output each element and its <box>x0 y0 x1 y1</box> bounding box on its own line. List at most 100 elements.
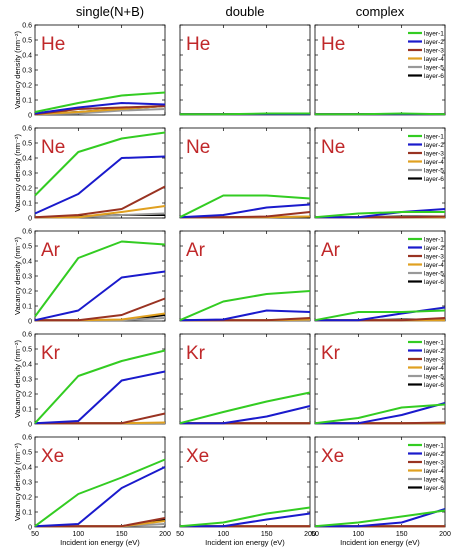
series-line-layer-2 <box>34 466 166 528</box>
plot-frame <box>34 436 166 528</box>
element-label: Kr <box>321 343 341 364</box>
series-line-layer-2 <box>34 270 166 322</box>
series-line-layer-3 <box>180 211 311 219</box>
series-line-layer-1 <box>314 309 446 322</box>
element-label: Ne <box>321 137 345 158</box>
series-line-layer-1 <box>34 240 166 318</box>
panel-double-he: He <box>179 24 311 116</box>
y-tick-label: 0 <box>28 525 32 532</box>
y-tick-label: 0.1 <box>22 510 32 517</box>
legend-label-layer-4: layer-4 <box>424 262 444 269</box>
element-label: He <box>41 34 65 55</box>
y-tick-label: 0.3 <box>22 480 32 487</box>
legend-label-layer-6: layer-6 <box>424 485 444 492</box>
series-line-layer-1 <box>315 112 446 116</box>
y-tick-label: 0.5 <box>22 244 32 251</box>
y-tick-label: 0.3 <box>22 274 32 281</box>
series-line-layer-1 <box>34 349 166 424</box>
series-line-layer-1 <box>34 131 166 197</box>
y-tick-label: 0.5 <box>22 347 32 354</box>
y-tick-label: 0.2 <box>22 495 32 502</box>
legend-label-layer-5: layer-5 <box>424 373 444 380</box>
legend-label-layer-5: layer-5 <box>424 167 444 174</box>
legend-label-layer-4: layer-4 <box>424 365 444 372</box>
y-tick-label: 0.6 <box>22 126 32 133</box>
series-line-layer-1 <box>179 290 311 322</box>
y-tick-label: 0.3 <box>22 377 32 384</box>
legend-label-layer-1: layer-1 <box>424 133 444 140</box>
y-tick-label: 0.1 <box>22 98 32 105</box>
y-axis-label: Vacancy density (nm⁻²) <box>13 339 22 418</box>
series-line-layer-1 <box>314 403 446 425</box>
panel-double-ne: Ne <box>179 127 311 219</box>
y-axis-label: Vacancy density (nm⁻²) <box>13 133 22 212</box>
column-title-complex: complex <box>356 4 405 19</box>
x-axis-label-complex: Incident ion energy (eV) <box>340 538 420 547</box>
legend-label-layer-2: layer-2 <box>424 39 444 46</box>
series-line-layer-1 <box>34 458 166 528</box>
y-tick-label: 0.4 <box>22 53 32 60</box>
x-tick-label: 50 <box>176 531 184 538</box>
y-tick-label: 0.4 <box>22 465 32 472</box>
x-tick-label: 150 <box>116 531 128 538</box>
legend-label-layer-4: layer-4 <box>424 159 444 166</box>
x-tick-label: 50 <box>31 531 39 538</box>
series-line-layer-1 <box>179 194 311 219</box>
legend-label-layer-3: layer-3 <box>424 253 444 260</box>
series-line-layer-3 <box>35 297 166 322</box>
series-line-layer-2 <box>179 309 311 322</box>
y-tick-label: 0 <box>28 113 32 120</box>
y-tick-label: 0.3 <box>22 171 32 178</box>
legend-label-layer-3: layer-3 <box>424 47 444 54</box>
legend-label-layer-4: layer-4 <box>424 468 444 475</box>
x-tick-label: 200 <box>304 531 316 538</box>
element-label: Kr <box>186 343 206 364</box>
series-line-layer-1 <box>314 509 446 528</box>
series-line-layer-4 <box>35 205 166 219</box>
x-tick-label: 50 <box>311 531 319 538</box>
series-line-layer-3 <box>35 517 166 528</box>
y-tick-label: 0.5 <box>22 141 32 148</box>
x-axis-label-double: Incident ion energy (eV) <box>205 538 285 547</box>
x-tick-label: 150 <box>261 531 273 538</box>
y-tick-label: 0.1 <box>22 407 32 414</box>
element-label: He <box>321 34 345 55</box>
series-line-layer-2 <box>180 512 311 528</box>
series-line-layer-2 <box>315 402 446 425</box>
x-tick-label: 200 <box>159 531 171 538</box>
series-line-layer-1 <box>179 391 311 425</box>
y-tick-label: 0.1 <box>22 304 32 311</box>
panel-double-xe: 50 100 150 200 Xe <box>176 436 316 538</box>
legend-label-layer-6: layer-6 <box>424 73 444 80</box>
element-label: Ar <box>186 240 206 261</box>
plot-frame <box>314 24 446 116</box>
plot-frame <box>179 24 311 116</box>
panel-double-kr: Kr <box>179 333 311 425</box>
y-tick-label: 0.3 <box>22 68 32 75</box>
panel-double-ar: Ar <box>179 230 311 322</box>
x-tick-label: 200 <box>439 531 451 538</box>
y-tick-label: 0.2 <box>22 83 32 90</box>
legend-label-layer-1: layer-1 <box>424 339 444 346</box>
x-tick-label: 100 <box>217 531 229 538</box>
y-tick-label: 0 <box>28 216 32 223</box>
series-line-layer-1 <box>314 211 445 219</box>
series-line-layer-2 <box>315 208 446 219</box>
legend-label-layer-2: layer-2 <box>424 451 444 458</box>
legend-label-layer-3: layer-3 <box>424 356 444 363</box>
plot-frame <box>179 230 311 322</box>
element-label: He <box>186 34 210 55</box>
legend-label-layer-2: layer-2 <box>424 348 444 355</box>
legend-label-layer-2: layer-2 <box>424 245 444 252</box>
legend-label-layer-1: layer-1 <box>424 30 444 37</box>
legend-label-layer-4: layer-4 <box>424 56 444 63</box>
